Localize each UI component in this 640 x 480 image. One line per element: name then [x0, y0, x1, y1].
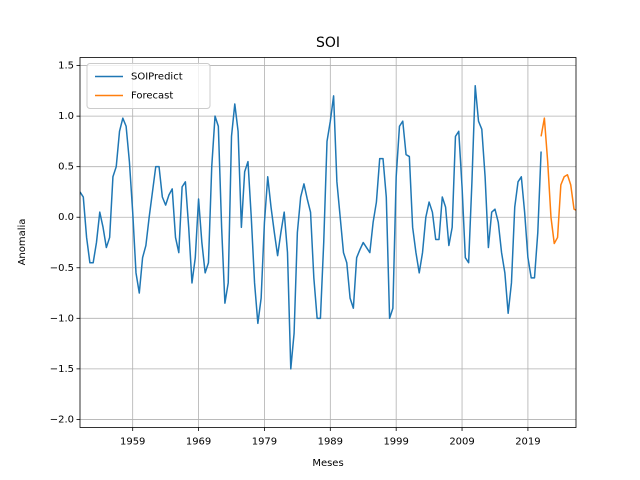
- legend-label: Forecast: [131, 91, 173, 102]
- series-line: [540, 117, 576, 245]
- y-tick-label: 1.5: [58, 61, 74, 72]
- y-tick-label: −1.0: [50, 313, 74, 324]
- x-tick-label: 1969: [186, 437, 211, 448]
- y-tick-label: −1.5: [50, 364, 74, 375]
- x-tick-label: 2019: [515, 437, 540, 448]
- y-tick-label: 0.0: [58, 212, 74, 223]
- y-tick-label: 1.0: [58, 111, 74, 122]
- x-tick-label: 1979: [252, 437, 277, 448]
- series-line: [80, 85, 542, 370]
- axes-frame: [79, 57, 577, 428]
- x-axis-label: Meses: [312, 458, 343, 469]
- y-axis-label: Anomalia: [17, 219, 28, 266]
- legend-box: [86, 63, 211, 109]
- x-tick-label: 1999: [383, 437, 408, 448]
- x-tick-label: 1959: [120, 437, 145, 448]
- plot-area: [80, 85, 576, 370]
- ticks: 1959 1969 1979 1989 1999 2009 2019 −2.0 −1.5 −1.0…: [50, 61, 541, 448]
- grid: [80, 57, 576, 428]
- chart-title: SOI: [316, 35, 340, 51]
- x-tick-label: 1989: [318, 437, 343, 448]
- y-tick-label: −0.5: [50, 263, 74, 274]
- y-tick-label: −2.0: [50, 414, 74, 425]
- legend-label: SOIPredict: [131, 72, 183, 83]
- x-tick-label: 2009: [449, 437, 474, 448]
- y-tick-label: 0.5: [58, 162, 74, 173]
- legend: SOIPredict Forecast: [86, 63, 211, 109]
